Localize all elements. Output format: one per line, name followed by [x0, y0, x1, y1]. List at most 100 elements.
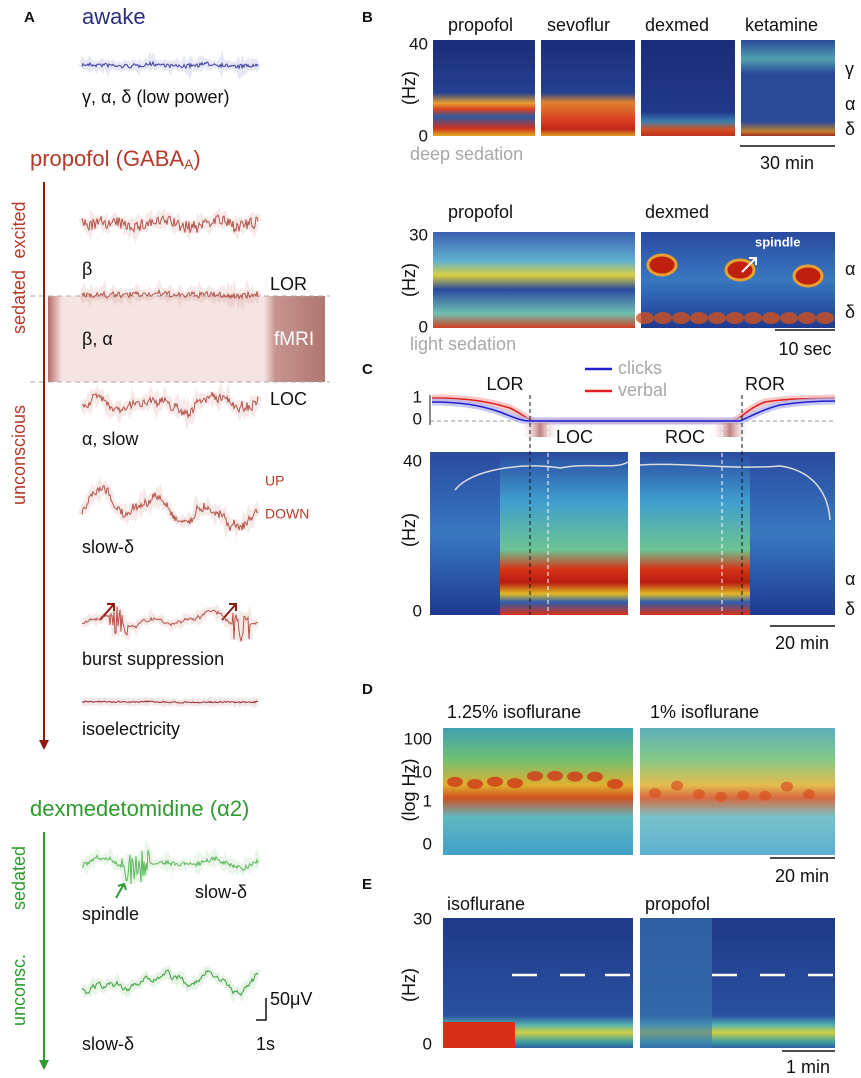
- scale-label: 10 sec: [778, 339, 831, 359]
- eeg-traces: [78, 51, 262, 1003]
- burst-events: [447, 770, 815, 802]
- spectrogram: [640, 728, 835, 855]
- y-tick-label: 30: [409, 225, 428, 244]
- glow: [79, 838, 262, 887]
- delta-blob: [672, 312, 690, 324]
- column-header: ketamine: [745, 15, 818, 35]
- trace-label: slow-δ: [82, 537, 134, 557]
- transition-band: [520, 423, 560, 437]
- column-header: propofol: [448, 15, 513, 35]
- y-label: (Hz): [399, 71, 419, 105]
- trace-label: β: [82, 259, 92, 279]
- spindle-arrow: [115, 882, 127, 899]
- burst-arrow: [99, 603, 115, 621]
- contour: [454, 461, 831, 521]
- spectrogram-band: [640, 918, 712, 1048]
- state-title: awake: [82, 4, 146, 29]
- burst-blob: [487, 776, 503, 787]
- marker-label: LOR: [270, 274, 307, 294]
- trace-label: β, α: [82, 329, 113, 349]
- burst-blob: [737, 790, 749, 801]
- burst-arrow: [221, 603, 237, 621]
- y-tick-label: 0: [419, 126, 428, 145]
- spindle-blob: [724, 258, 756, 282]
- delta-blob: [762, 312, 780, 324]
- burst-blob: [649, 788, 661, 799]
- column-header: propofol: [645, 894, 710, 914]
- eeg-trace: [82, 606, 259, 642]
- condition-label: deep sedation: [410, 144, 523, 164]
- eeg-trace: [81, 484, 259, 531]
- eeg-trace: [81, 969, 259, 997]
- y-tick-label: 1: [423, 791, 432, 810]
- burst-blob: [467, 778, 483, 789]
- trace-label: spindle: [82, 904, 139, 924]
- burst-blob: [715, 791, 727, 802]
- band-label: γ: [845, 59, 854, 79]
- drug-title: dexmedetomidine (α2): [30, 796, 249, 821]
- scale-bar: [256, 998, 267, 1021]
- column-header: dexmed: [645, 202, 709, 222]
- burst-blob: [547, 770, 563, 781]
- spectrogram: [443, 728, 633, 855]
- spindle-blob: [646, 253, 678, 277]
- eeg-trace: [81, 288, 259, 301]
- y-tick-label: 1: [413, 387, 422, 406]
- transition-band: [710, 423, 750, 437]
- eeg-trace: [81, 700, 259, 704]
- column-header: propofol: [448, 202, 513, 222]
- title-text: propofol (GABA: [30, 146, 184, 171]
- scale-label: 30 min: [760, 153, 814, 173]
- panel-letter: A: [24, 9, 35, 26]
- eeg-trace: [81, 60, 259, 71]
- delta-blob: [798, 312, 816, 324]
- y-label: (log Hz): [399, 758, 419, 821]
- burst-blob: [693, 789, 705, 800]
- delta-blob: [690, 312, 708, 324]
- trace-label: slow-δ: [195, 882, 247, 902]
- y-tick-label: 0: [423, 834, 432, 853]
- band-label: α: [845, 259, 855, 279]
- event-label: ROR: [745, 374, 785, 394]
- marker-label: UP: [265, 473, 284, 489]
- column-header: sevoflur: [547, 15, 610, 35]
- band-label: δ: [845, 119, 855, 139]
- state-label: sedated: [9, 270, 29, 334]
- y-tick-label: 40: [409, 34, 428, 53]
- fmri-band: [48, 296, 325, 382]
- y-label: (Hz): [399, 968, 419, 1002]
- burst-blob: [447, 776, 463, 787]
- delta-blob: [708, 312, 726, 324]
- y-label: (Hz): [399, 513, 419, 547]
- marker-label: LOC: [270, 389, 307, 409]
- state-label: excited: [9, 201, 29, 258]
- spindle-arrow: [741, 257, 757, 273]
- trace-label: γ, α, δ (low power): [82, 87, 229, 107]
- title-sub: A: [184, 156, 194, 172]
- scale-label: 20 min: [775, 866, 829, 886]
- burst-blob: [607, 779, 623, 790]
- delta-blob: [816, 312, 834, 324]
- delta-blob: [744, 312, 762, 324]
- y-tick-label: 0: [413, 409, 422, 428]
- y-tick-label: 10: [413, 762, 432, 781]
- burst-blob: [527, 771, 543, 782]
- spindle-blob: [792, 264, 824, 288]
- event-label: LOR: [486, 374, 523, 394]
- panel-letter: D: [362, 681, 373, 698]
- delta-blob: [726, 312, 744, 324]
- column-header: dexmed: [645, 15, 709, 35]
- band-label: α: [845, 94, 855, 114]
- delta-blob: [654, 312, 672, 324]
- legend-label: verbal: [618, 380, 667, 400]
- burst-blob: [567, 771, 583, 782]
- eeg-trace: [81, 214, 259, 234]
- burst-blob: [759, 790, 771, 801]
- column-header: isoflurane: [447, 894, 525, 914]
- trace-label: isoelectricity: [82, 719, 180, 739]
- burst-blob: [671, 780, 683, 791]
- spectrogram-unconscious: [500, 452, 628, 615]
- scale-label: 50μV: [270, 989, 312, 1009]
- band-label: α: [845, 569, 855, 589]
- marker-label: DOWN: [265, 506, 309, 522]
